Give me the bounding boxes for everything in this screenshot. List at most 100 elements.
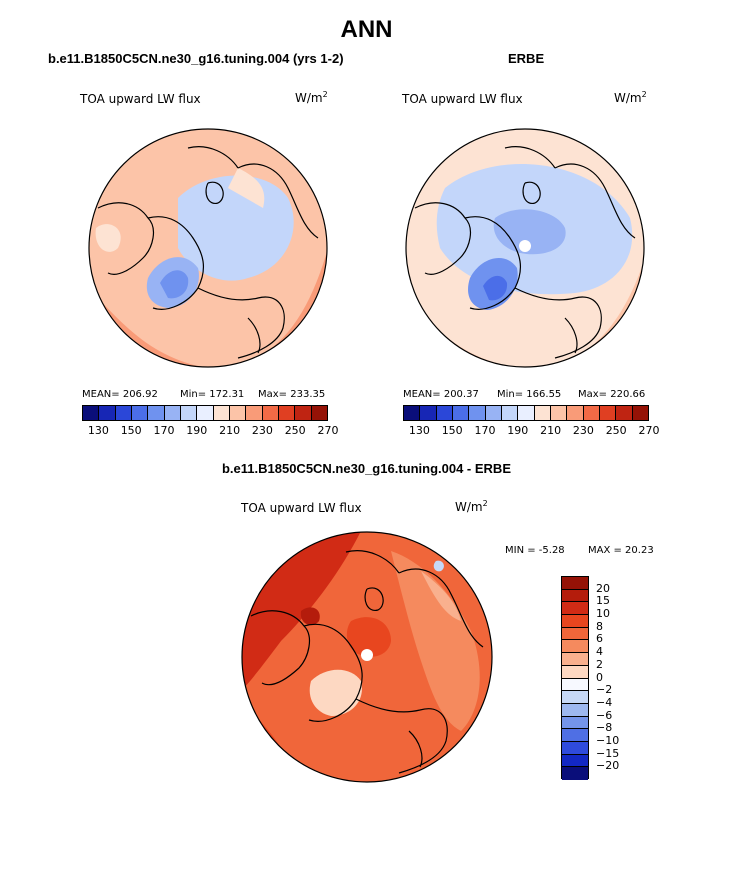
difference-colorbar-swatch (562, 615, 588, 628)
difference-colorbar-swatch (562, 627, 588, 641)
obs-colorbar-swatch (436, 406, 453, 420)
obs-colorbar-swatch (518, 406, 535, 420)
difference-colorbar-tick: −8 (596, 721, 613, 735)
panel-obs-max: Max= 220.66 (578, 389, 646, 400)
panel-obs-colorbar: 130 150 170 190 210 230 250 270 (403, 405, 660, 437)
panel-diff-map-border (241, 531, 493, 783)
difference-colorbar-swatch (562, 767, 588, 780)
model-colorbar-swatch (131, 406, 149, 420)
difference-colorbar-tick: 6 (596, 632, 603, 646)
panel-model-variable: TOA upward LW flux (80, 92, 201, 106)
panel-model-units: W/m2 (295, 90, 328, 105)
difference-colorbar-swatch (562, 640, 588, 654)
difference-colorbar-swatch (562, 741, 588, 755)
panel-model-map-border (88, 128, 328, 368)
model-colorbar-swatch (180, 406, 198, 420)
panel-obs-title: ERBE (508, 51, 545, 66)
panel-obs-colorbar-ticks: 130 150 170 190 210 230 250 270 (403, 421, 660, 437)
obs-colorbar-swatch (632, 406, 648, 420)
panel-diff-colorbar (561, 576, 589, 780)
panel-diff-coastlines (250, 550, 484, 774)
panel-diff-variable: TOA upward LW flux (241, 501, 362, 515)
panel-model-field-greenland-core (160, 270, 189, 299)
difference-colorbar-swatch (562, 602, 588, 616)
panel-diff-max: MAX = 20.23 (588, 545, 654, 556)
panel-diff-field-mild-e (391, 551, 480, 731)
panel-model-colorbar-ticks: 130 150 170 190 210 230 250 270 (82, 421, 339, 437)
difference-colorbar-tick: 8 (596, 619, 603, 633)
panel-obs-coastlines (414, 146, 636, 359)
model-colorbar-swatch (197, 406, 214, 420)
obs-colorbar-swatch (485, 406, 502, 420)
obs-colorbar-swatch (501, 406, 519, 420)
difference-colorbar-tick: −15 (596, 746, 620, 760)
panel-obs-field-cold-core (493, 209, 566, 255)
difference-colorbar-tick: −6 (596, 708, 613, 722)
difference-colorbar-swatch (562, 716, 588, 730)
panel-obs-map-border (405, 128, 645, 368)
panel-obs-units: W/m2 (614, 90, 647, 105)
model-colorbar-swatch (246, 406, 263, 420)
panel-diff-field-arctic (346, 617, 391, 657)
panel-model-colorbar-swatches (82, 405, 328, 421)
difference-colorbar-tick: 15 (596, 594, 610, 608)
model-colorbar-tick: 190 (186, 424, 208, 437)
panel-diff-title: b.e11.B1850C5CN.ne30_g16.tuning.004 - ER… (221, 461, 511, 476)
panel-diff-pole-mask (361, 649, 373, 661)
panel-obs-colorbar-swatches (403, 405, 649, 421)
page-title: ANN (340, 16, 393, 43)
model-colorbar-swatch (311, 406, 327, 420)
obs-colorbar-tick: 130 (408, 424, 430, 437)
panel-model-field-cold-arctic (178, 175, 294, 281)
difference-colorbar-swatch (562, 678, 588, 692)
obs-colorbar-swatch (469, 406, 486, 420)
obs-colorbar-tick: 230 (572, 424, 594, 437)
difference-colorbar-tick: −4 (596, 695, 613, 709)
obs-colorbar-swatch (599, 406, 617, 420)
difference-colorbar-swatch (562, 577, 588, 590)
obs-colorbar-tick: 150 (441, 424, 463, 437)
panel-diff-field-mild-ne (421, 571, 461, 621)
difference-colorbar-tick: 2 (596, 657, 603, 671)
obs-colorbar-tick: 190 (507, 424, 529, 437)
model-colorbar-tick: 130 (87, 424, 109, 437)
obs-colorbar-swatch (404, 406, 421, 420)
panel-model-coastlines (97, 146, 319, 359)
obs-colorbar-swatch (583, 406, 600, 420)
panel-diff-min: MIN = -5.28 (505, 545, 565, 556)
difference-colorbar-tick: 0 (596, 670, 603, 684)
obs-colorbar-swatch (616, 406, 633, 420)
obs-colorbar-swatch (420, 406, 437, 420)
panel-obs-min: Min= 166.55 (497, 389, 562, 400)
panel-obs-pole-mask (519, 240, 531, 252)
difference-colorbar-tick: −2 (596, 683, 613, 697)
panel-diff-field-hot-patch (300, 607, 320, 626)
obs-colorbar-tick: 170 (474, 424, 496, 437)
model-colorbar-tick: 230 (251, 424, 273, 437)
panel-model-title: b.e11.B1850C5CN.ne30_g16.tuning.004 (yrs… (48, 51, 344, 66)
panel-diff-units: W/m2 (455, 499, 488, 514)
difference-colorbar-swatch (562, 729, 588, 742)
obs-colorbar-swatch (452, 406, 470, 420)
difference-colorbar-swatch (562, 665, 588, 679)
panel-obs-mean: MEAN= 200.37 (403, 389, 479, 400)
model-colorbar-tick: 170 (153, 424, 175, 437)
difference-colorbar-swatch (562, 691, 588, 704)
model-colorbar-swatch (99, 406, 116, 420)
obs-colorbar-tick: 270 (638, 424, 660, 437)
panel-model-map (88, 128, 328, 368)
model-colorbar-tick: 210 (219, 424, 241, 437)
panel-obs-variable: TOA upward LW flux (402, 92, 523, 106)
model-colorbar-tick: 270 (317, 424, 339, 437)
difference-colorbar-tick: −20 (596, 759, 620, 773)
panel-obs-map (405, 128, 645, 368)
model-colorbar-swatch (229, 406, 247, 420)
panel-model-colorbar: 130 150 170 190 210 230 250 270 (82, 405, 339, 437)
model-colorbar-swatch (278, 406, 296, 420)
panel-obs-field-greenland-core (483, 275, 508, 301)
panel-model-field-pacific (95, 224, 121, 252)
difference-colorbar-swatch (562, 653, 588, 666)
obs-colorbar-swatch (567, 406, 584, 420)
difference-colorbar-tick: −10 (596, 733, 620, 747)
obs-colorbar-swatch (550, 406, 568, 420)
